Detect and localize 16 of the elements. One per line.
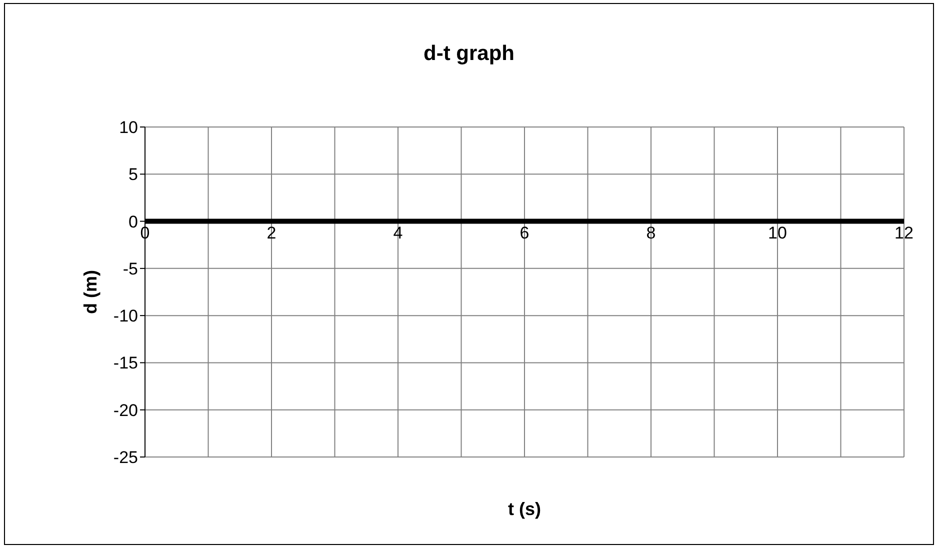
y-tick-label: -10: [113, 306, 138, 326]
x-tick-label: 6: [520, 223, 530, 242]
x-axis-title: t (s): [508, 499, 541, 519]
x-tick-label: 2: [266, 223, 276, 242]
y-tick-label: -25: [113, 448, 138, 468]
x-tick-label: 12: [894, 223, 914, 242]
x-tick-label: 8: [646, 223, 656, 242]
y-tick-label: -5: [122, 259, 138, 278]
chart-title: d-t graph: [422, 42, 516, 66]
x-tick-label: 10: [768, 223, 787, 242]
y-tick-label: -15: [113, 354, 138, 373]
y-tick-label: 10: [119, 118, 138, 138]
y-tick-label: 5: [128, 165, 138, 184]
y-axis-title: d (m): [80, 270, 100, 314]
x-tick-label: 4: [393, 223, 403, 242]
y-tick-label: -20: [113, 400, 138, 420]
